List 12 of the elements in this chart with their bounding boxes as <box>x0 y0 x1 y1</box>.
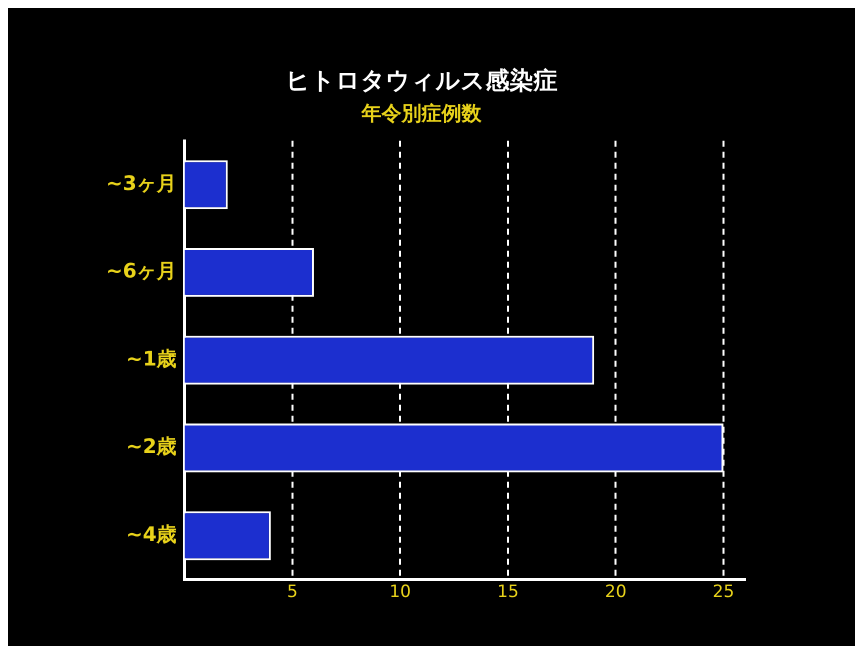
y-tick-label: ~3ヶ月 <box>106 170 177 195</box>
chart-title: ヒトロタウィルス感染症 <box>286 66 558 95</box>
chart-subtitle: 年令別症例数 <box>360 101 482 126</box>
x-tick-label: 10 <box>389 582 412 602</box>
y-tick-label: ~6ヶ月 <box>106 258 177 283</box>
x-tick-label: 20 <box>604 582 627 602</box>
y-tick-label: ~4歳 <box>126 522 177 546</box>
y-tick-label: ~1歳 <box>126 346 177 370</box>
y-tick-label: ~2歳 <box>126 434 177 458</box>
x-tick-label: 15 <box>497 582 519 602</box>
x-tick-label: 5 <box>287 582 298 602</box>
x-tick-label: 25 <box>712 582 734 602</box>
